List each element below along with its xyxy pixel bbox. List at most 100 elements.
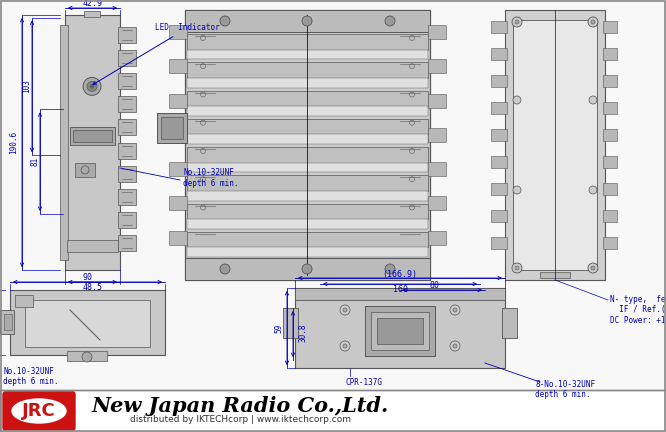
Bar <box>118 119 136 135</box>
Bar <box>187 203 428 219</box>
Circle shape <box>83 77 101 95</box>
Bar <box>0 310 14 334</box>
Bar <box>169 162 187 176</box>
Bar <box>428 25 446 39</box>
Bar <box>67 240 118 252</box>
Circle shape <box>385 16 395 26</box>
Circle shape <box>450 305 460 315</box>
Bar <box>428 59 446 73</box>
Bar <box>603 129 617 141</box>
Bar <box>118 143 136 159</box>
Bar <box>161 117 183 139</box>
Circle shape <box>512 263 522 273</box>
Bar <box>187 175 428 191</box>
Bar <box>491 210 507 222</box>
Bar <box>603 210 617 222</box>
Bar <box>295 288 505 368</box>
Bar <box>118 235 136 251</box>
Bar <box>187 147 428 162</box>
Text: 190.6: 190.6 <box>9 131 19 154</box>
Circle shape <box>82 352 92 362</box>
Circle shape <box>589 96 597 104</box>
Ellipse shape <box>12 399 66 423</box>
Bar <box>118 212 136 228</box>
Bar <box>603 75 617 87</box>
Text: No.10-32UNF
depth 6 min.: No.10-32UNF depth 6 min. <box>3 367 59 386</box>
Circle shape <box>302 264 312 274</box>
Bar <box>283 308 298 338</box>
Circle shape <box>453 344 457 348</box>
Text: No.10-32UNF
depth 6 min.: No.10-32UNF depth 6 min. <box>183 168 238 187</box>
Bar <box>187 78 428 88</box>
Bar <box>169 25 187 39</box>
Bar <box>428 94 446 108</box>
Bar <box>169 128 187 142</box>
Bar <box>187 119 428 134</box>
Bar <box>603 102 617 114</box>
Circle shape <box>591 266 595 270</box>
Text: LED  Indicator: LED Indicator <box>93 23 220 84</box>
Bar <box>157 113 187 143</box>
Bar <box>118 189 136 205</box>
Text: 59: 59 <box>274 324 284 333</box>
Bar <box>60 25 68 260</box>
Bar <box>377 318 423 344</box>
Bar <box>0 390 666 432</box>
Circle shape <box>340 341 350 351</box>
Circle shape <box>87 81 97 92</box>
Circle shape <box>512 17 522 27</box>
Bar <box>428 162 446 176</box>
Bar <box>65 15 120 270</box>
Bar <box>67 351 107 361</box>
Circle shape <box>220 264 230 274</box>
Circle shape <box>513 186 521 194</box>
Circle shape <box>588 17 598 27</box>
Text: distributed by IKTECHcorp | www.iktechcorp.com: distributed by IKTECHcorp | www.iktechco… <box>129 416 350 425</box>
Text: (166.9): (166.9) <box>382 270 418 279</box>
Circle shape <box>220 16 230 26</box>
Text: New Japan Radio Co.,Ltd.: New Japan Radio Co.,Ltd. <box>91 396 389 416</box>
Bar <box>428 128 446 142</box>
Bar <box>15 295 33 307</box>
Bar <box>491 21 507 33</box>
Text: 90: 90 <box>83 273 93 283</box>
Bar <box>4 314 12 330</box>
Bar <box>118 50 136 66</box>
Bar <box>187 134 428 144</box>
Bar <box>513 20 597 270</box>
Bar <box>603 21 617 33</box>
Circle shape <box>90 84 94 89</box>
Text: JRC: JRC <box>22 402 56 420</box>
Bar <box>169 94 187 108</box>
Bar <box>491 129 507 141</box>
Circle shape <box>385 264 395 274</box>
Bar <box>187 191 428 201</box>
Circle shape <box>591 20 595 24</box>
Bar <box>169 231 187 245</box>
Bar <box>491 102 507 114</box>
Text: 8-No.10-32UNF
depth 6 min.: 8-No.10-32UNF depth 6 min. <box>535 380 595 400</box>
Bar <box>365 306 435 356</box>
Circle shape <box>302 16 312 26</box>
Bar <box>118 96 136 112</box>
Bar <box>603 237 617 249</box>
Bar <box>187 162 428 172</box>
Circle shape <box>343 308 347 312</box>
Bar <box>187 247 428 257</box>
Bar <box>84 11 100 17</box>
Bar <box>70 127 115 145</box>
Text: 80: 80 <box>430 282 440 290</box>
Bar <box>169 59 187 73</box>
Bar <box>187 34 428 50</box>
Text: CPR-137G: CPR-137G <box>345 378 382 387</box>
Bar <box>502 308 517 338</box>
Circle shape <box>588 263 598 273</box>
Bar <box>295 288 505 300</box>
Text: N- type,  female connector
  IF / Ref.(10MHz)
DC Power: +15  to  +30  VDC: N- type, female connector IF / Ref.(10MH… <box>610 295 666 325</box>
Bar <box>10 290 165 355</box>
Text: 48.5: 48.5 <box>83 283 103 292</box>
Bar <box>75 163 95 177</box>
Bar <box>187 50 428 60</box>
Bar <box>491 183 507 195</box>
Bar <box>428 197 446 210</box>
